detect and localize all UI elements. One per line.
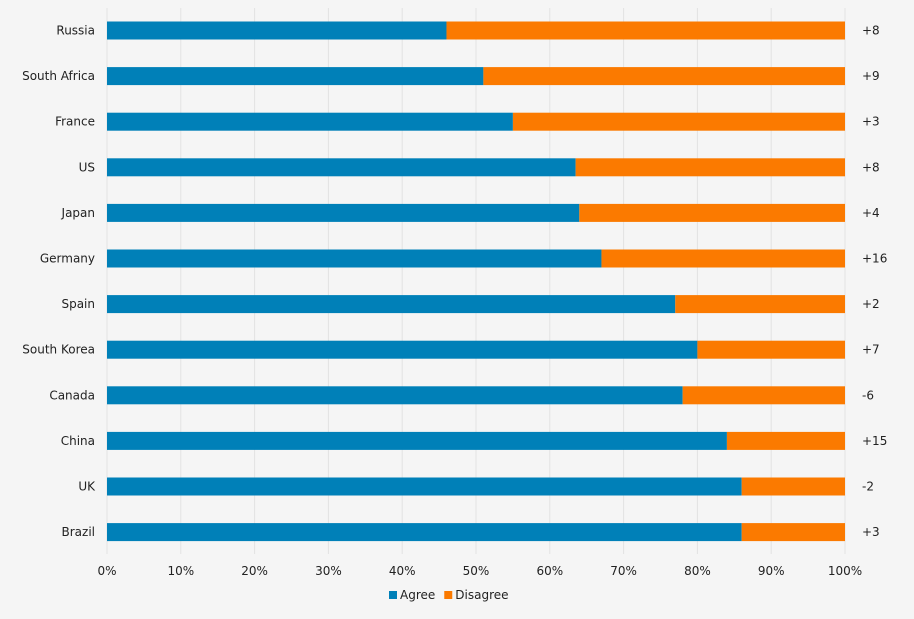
difference-label: +16 xyxy=(862,252,887,266)
x-tick-label: 100% xyxy=(828,564,862,578)
difference-label: +8 xyxy=(862,24,880,38)
bar-agree xyxy=(107,386,683,405)
bar-disagree xyxy=(697,340,845,359)
bar-agree xyxy=(107,249,602,268)
bar-agree xyxy=(107,112,513,131)
bar-disagree xyxy=(579,203,845,222)
bar-agree xyxy=(107,21,447,40)
bar-agree xyxy=(107,477,742,496)
x-tick-label: 30% xyxy=(315,564,342,578)
difference-label: +9 xyxy=(862,69,880,83)
x-axis-ticks: 0% 10% 20% 30% 40% 50% 60% 70% 80% 90% 100% xyxy=(97,564,862,578)
bar-agree xyxy=(107,158,576,177)
legend-label: Agree xyxy=(400,588,435,602)
difference-label: +15 xyxy=(862,434,887,448)
difference-label: +2 xyxy=(862,297,880,311)
category-label: Brazil xyxy=(62,525,96,539)
category-label: South Africa xyxy=(22,69,95,83)
bar-disagree xyxy=(512,112,845,131)
difference-label: +8 xyxy=(862,160,880,174)
category-label: South Korea xyxy=(22,343,95,357)
bar-disagree xyxy=(446,21,845,40)
legend: Agree Disagree xyxy=(389,588,509,602)
difference-label: +3 xyxy=(862,115,880,129)
bar-disagree xyxy=(483,67,845,86)
bar-agree xyxy=(107,295,676,314)
x-tick-label: 40% xyxy=(389,564,416,578)
legend-swatch xyxy=(389,591,397,599)
category-labels: Russia South Africa France US Japan Germany Sp… xyxy=(22,24,96,540)
difference-label: +4 xyxy=(862,206,880,220)
category-label: US xyxy=(79,160,95,174)
category-label: Canada xyxy=(49,388,95,402)
bar-disagree xyxy=(575,158,845,177)
bar-agree xyxy=(107,523,742,542)
category-label: France xyxy=(55,115,95,129)
difference-label: -2 xyxy=(862,480,874,494)
category-label: Japan xyxy=(61,206,95,220)
bar-disagree xyxy=(682,386,845,405)
bar-agree xyxy=(107,340,698,359)
x-tick-label: 20% xyxy=(241,564,268,578)
bar-disagree xyxy=(741,477,845,496)
category-label: Spain xyxy=(61,297,95,311)
category-label: Russia xyxy=(56,24,95,38)
x-tick-label: 50% xyxy=(463,564,490,578)
difference-label: +7 xyxy=(862,343,880,357)
category-label: Germany xyxy=(40,252,95,266)
category-label: UK xyxy=(78,480,96,494)
bar-agree xyxy=(107,203,580,222)
bar-disagree xyxy=(726,431,845,450)
x-tick-label: 70% xyxy=(610,564,637,578)
bars xyxy=(107,21,845,542)
bar-agree xyxy=(107,431,727,450)
category-label: China xyxy=(61,434,95,448)
bar-disagree xyxy=(741,523,845,542)
difference-label: +3 xyxy=(862,525,880,539)
difference-label: -6 xyxy=(862,388,874,402)
legend-swatch xyxy=(444,591,453,599)
grid-lines xyxy=(106,8,846,554)
bar-disagree xyxy=(601,249,845,268)
legend-label: Disagree xyxy=(455,588,508,602)
x-tick-label: 90% xyxy=(758,564,785,578)
x-tick-label: 80% xyxy=(684,564,711,578)
x-tick-label: 0% xyxy=(97,564,116,578)
x-tick-label: 60% xyxy=(536,564,563,578)
x-tick-label: 10% xyxy=(167,564,194,578)
bar-agree xyxy=(107,67,484,86)
difference-labels: +8 +9 +3 +8 +4 +16 +2 +7 -6 +15 -2 +3 xyxy=(862,24,887,540)
bar-disagree xyxy=(675,295,845,314)
